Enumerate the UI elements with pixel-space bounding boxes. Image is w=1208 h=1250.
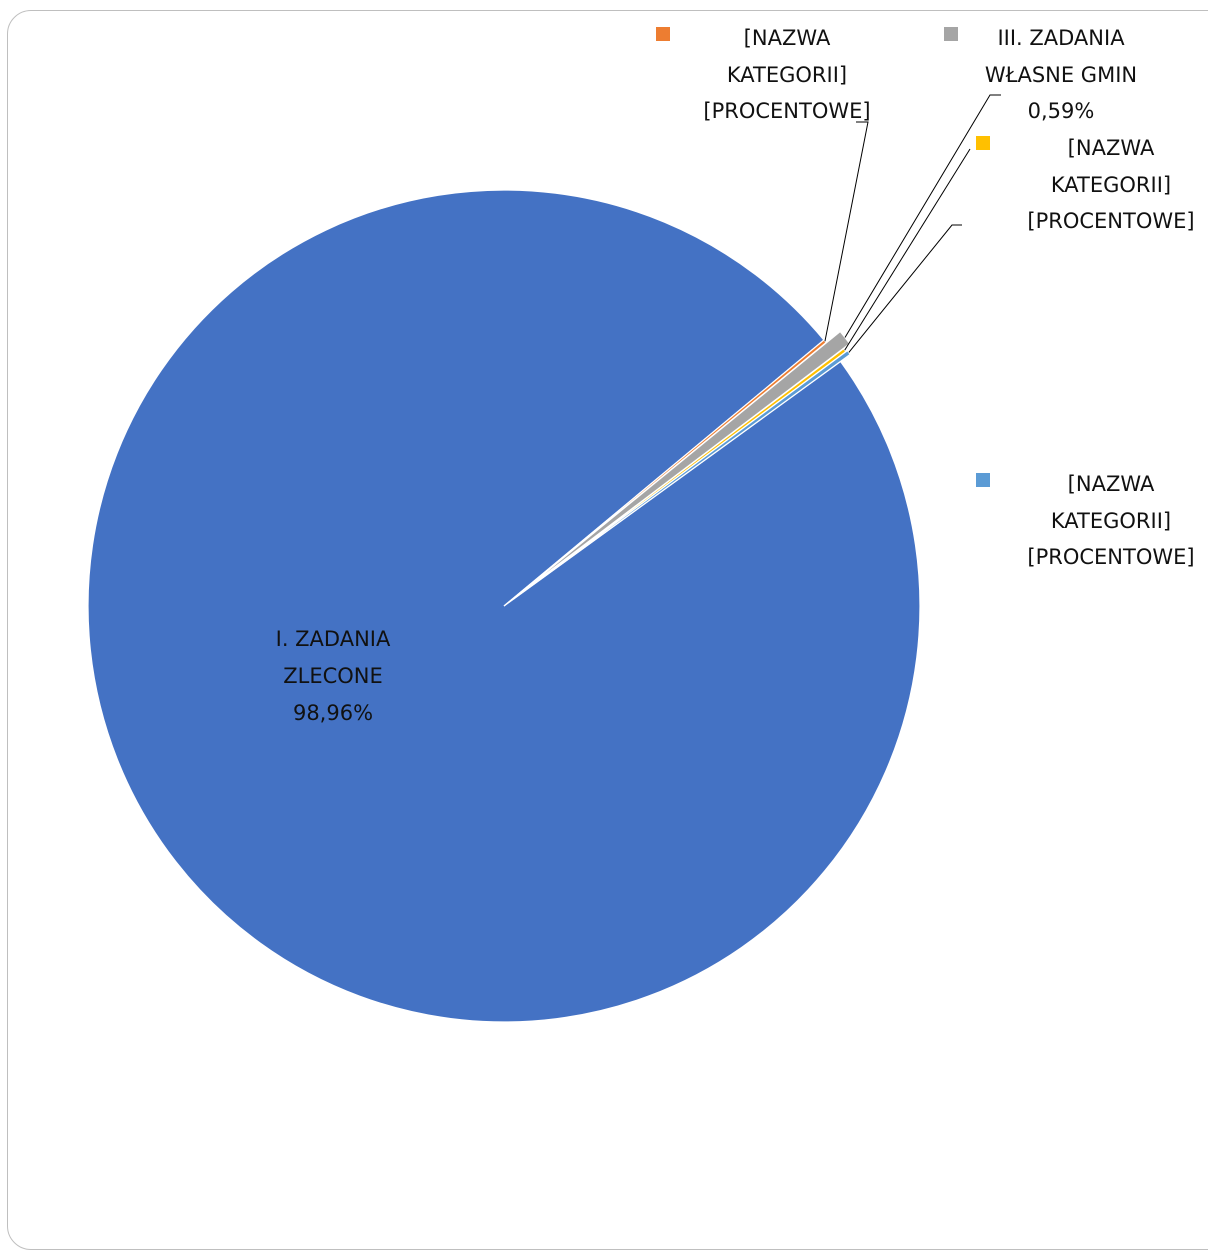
label-zlecone-3: 98,96% — [293, 701, 373, 725]
leader-line-gminy — [844, 94, 1001, 338]
leader-line-lightblue — [848, 224, 962, 353]
label-orange-1: [NAZWA — [744, 26, 831, 50]
pie-slice-gminy — [517, 330, 851, 596]
label-gminy-2: WŁASNE GMIN — [985, 63, 1137, 87]
label-orange-2: KATEGORII] — [727, 63, 847, 87]
label-lightblue-3: [PROCENTOWE] — [1027, 545, 1194, 569]
pie-chart: I. ZADANIA ZLECONE 98,96% [NAZWA KATEGOR… — [87, 26, 1195, 1023]
legend-key-orange — [656, 27, 670, 41]
legend-key-gray — [944, 27, 958, 41]
label-zlecone-2: ZLECONE — [283, 664, 383, 688]
legend-key-yellow — [976, 136, 990, 150]
label-gminy-3: 0,59% — [1028, 99, 1095, 123]
label-lightblue-2: KATEGORII] — [1051, 509, 1171, 533]
label-gminy-1: III. ZADANIA — [997, 26, 1125, 50]
label-yellow-1: [NAZWA — [1068, 136, 1155, 160]
label-lightblue-1: [NAZWA — [1068, 472, 1155, 496]
legend-key-lightblue — [976, 473, 990, 487]
label-yellow-2: KATEGORII] — [1051, 173, 1171, 197]
leader-line-yellow — [844, 148, 971, 351]
label-yellow-3: [PROCENTOWE] — [1027, 209, 1194, 233]
pie-slice-zlecone — [87, 189, 921, 1023]
label-orange-3: [PROCENTOWE] — [703, 99, 870, 123]
pie-slice-lightblue — [513, 349, 852, 600]
leader-line-orange — [824, 121, 869, 342]
label-zlecone-1: I. ZADANIA — [276, 627, 391, 651]
